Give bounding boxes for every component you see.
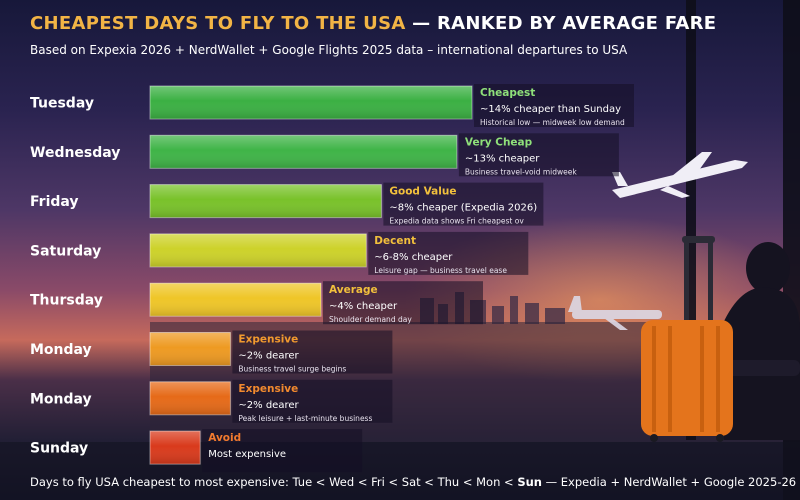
bar-label-panel xyxy=(458,133,619,177)
bar-sheen xyxy=(150,431,201,465)
footer-bold: Sun xyxy=(517,475,542,489)
percent-label: Most expensive xyxy=(208,449,286,460)
percent-label: ~13% cheaper xyxy=(465,153,540,164)
percent-label: ~14% cheaper than Sunday xyxy=(480,104,621,115)
day-label: Tuesday xyxy=(30,96,94,112)
suitcase-icon xyxy=(641,236,733,442)
percent-label: ~2% dearer xyxy=(238,400,299,411)
note-label: Business travel-void midweek xyxy=(465,167,577,176)
tier-label: Expensive xyxy=(238,334,298,346)
bar-label-panel xyxy=(323,281,483,325)
tier-label: Expensive xyxy=(238,383,298,395)
day-label: Monday xyxy=(30,342,92,358)
bar-sheen xyxy=(150,332,231,366)
percent-label: ~6-8% cheaper xyxy=(374,252,453,263)
day-label: Thursday xyxy=(30,293,103,309)
footer-suffix: — Expedia + NerdWallet + Google 2025-26 … xyxy=(541,475,800,489)
chart-title-rest: — RANKED BY AVERAGE FARE xyxy=(405,13,717,34)
airplane-icon xyxy=(612,152,748,198)
day-label: Wednesday xyxy=(30,145,120,161)
parked-airplane-icon xyxy=(568,296,662,330)
bar-label-panel xyxy=(232,330,393,374)
note-label: Expedia data shows Fri cheapest ov xyxy=(389,217,524,226)
bar-label-panel xyxy=(474,84,634,127)
day-label: Saturday xyxy=(30,243,101,259)
note-label: Leisure gap — business travel ease xyxy=(374,266,507,275)
bar-sheen xyxy=(150,86,472,119)
percent-label: ~8% cheaper (Expedia 2026) xyxy=(389,203,537,214)
bar-label-panel xyxy=(368,231,529,275)
chart-subtitle: Based on Expexia 2026 + NerdWallet + Goo… xyxy=(30,43,628,57)
chart-title-main: CHEAPEST DAYS TO FLY TO THE USA xyxy=(30,13,406,34)
bar-sheen xyxy=(150,184,382,218)
bar-label-panel xyxy=(202,429,363,473)
percent-label: ~2% dearer xyxy=(238,351,299,362)
note-label: Historical low — midweek low demand xyxy=(480,118,625,127)
note-label: Peak leisure + last-minute business xyxy=(238,414,372,423)
tier-label: Average xyxy=(329,284,378,296)
bar-sheen xyxy=(150,381,231,415)
day-label: Friday xyxy=(30,194,79,210)
bar-label-panel xyxy=(383,182,544,226)
window-frame-left xyxy=(686,0,696,440)
tier-label: Very Cheap xyxy=(465,136,533,148)
note-label: Shoulder demand day xyxy=(329,315,412,324)
tier-label: Cheapest xyxy=(480,87,535,99)
chart-footer: Days to fly USA cheapest to most expensi… xyxy=(30,475,800,489)
day-label: Monday xyxy=(30,391,92,407)
percent-label: ~4% cheaper xyxy=(329,301,398,312)
bar-label-panel xyxy=(232,379,393,423)
note-label: Business travel surge begins xyxy=(238,365,346,374)
bar-sheen xyxy=(150,135,457,169)
day-label: Sunday xyxy=(30,441,88,457)
chart-title: CHEAPEST DAYS TO FLY TO THE USA — RANKED… xyxy=(30,13,716,34)
footer-prefix: Days to fly USA cheapest to most expensi… xyxy=(30,475,518,489)
tier-label: Good Value xyxy=(389,186,456,198)
tier-label: Decent xyxy=(374,235,416,247)
bar-sheen xyxy=(150,283,321,317)
tier-label: Avoid xyxy=(208,432,241,444)
bar-sheen xyxy=(150,233,367,267)
